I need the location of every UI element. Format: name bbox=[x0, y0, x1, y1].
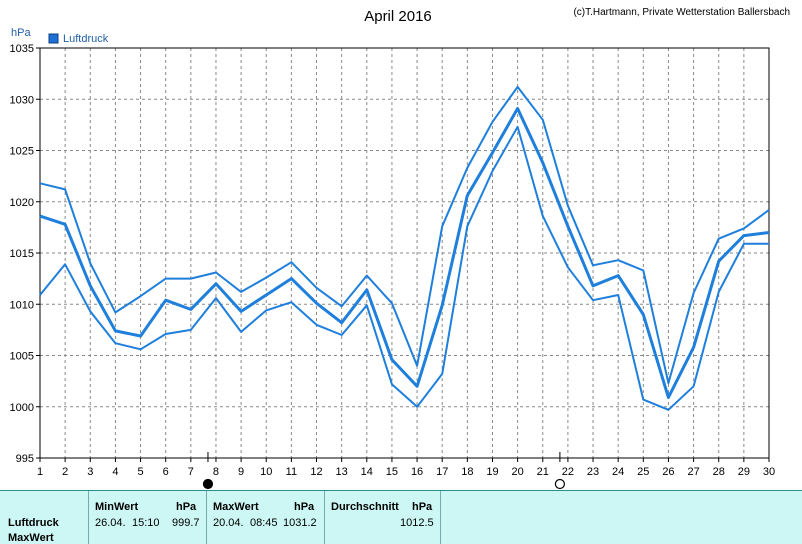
avg-unit: hPa bbox=[412, 501, 433, 513]
series-lines bbox=[39, 85, 770, 411]
series-line-avg bbox=[39, 107, 770, 399]
min-header: MinWert bbox=[95, 501, 139, 513]
x-tick-label: 12 bbox=[310, 466, 322, 478]
y-tick-label: 1020 bbox=[10, 197, 34, 209]
stats-table: MinWert hPa MaxWert hPa Durchschnitt hPa… bbox=[0, 490, 802, 544]
row-label-luftdruck: Luftdruck bbox=[8, 517, 59, 529]
x-tick-label: 13 bbox=[336, 466, 348, 478]
x-tick-label: 5 bbox=[137, 466, 143, 478]
legend-swatch bbox=[48, 33, 59, 44]
new-moon-icon bbox=[554, 478, 565, 490]
x-tick-label: 8 bbox=[213, 466, 219, 478]
x-tick-label: 14 bbox=[361, 466, 373, 478]
min-value: 999.7 bbox=[172, 517, 200, 529]
x-tick-label: 29 bbox=[738, 466, 750, 478]
max-date: 20.04. bbox=[213, 517, 244, 529]
y-tick-label: 1030 bbox=[10, 94, 34, 106]
avg-value: 1012.5 bbox=[400, 517, 434, 529]
chart-title: April 2016 bbox=[364, 8, 432, 25]
max-unit: hPa bbox=[294, 501, 315, 513]
chart: April 2016 (c)T.Hartmann, Private Wetter… bbox=[10, 7, 790, 490]
chart-credit: (c)T.Hartmann, Private Wetterstation Bal… bbox=[573, 7, 790, 18]
x-tick-label: 22 bbox=[562, 466, 574, 478]
x-tick-label: 11 bbox=[286, 466, 297, 478]
x-tick-label: 16 bbox=[411, 466, 423, 478]
x-tick-label: 6 bbox=[163, 466, 169, 478]
max-time: 08:45 bbox=[250, 517, 278, 529]
y-unit-label: hPa bbox=[11, 27, 31, 39]
full-moon-icon bbox=[202, 478, 214, 490]
x-tick-label: 21 bbox=[537, 466, 549, 478]
x-tick-label: 9 bbox=[238, 466, 244, 478]
max-header: MaxWert bbox=[213, 501, 259, 513]
y-tick-label: 1005 bbox=[10, 351, 34, 363]
x-tick-label: 28 bbox=[713, 466, 725, 478]
x-tick-label: 23 bbox=[587, 466, 599, 478]
grid bbox=[40, 48, 769, 458]
max-value: 1031.2 bbox=[283, 517, 317, 529]
x-tick-label: 24 bbox=[612, 466, 624, 478]
x-tick-label: 1 bbox=[37, 466, 43, 478]
x-tick-label: 7 bbox=[188, 466, 194, 478]
y-axis: 995 1000 1005 1010 1015 1020 1025 1030 1035 bbox=[10, 43, 40, 465]
y-tick-label: 1035 bbox=[10, 43, 34, 55]
x-tick-label: 20 bbox=[511, 466, 523, 478]
x-tick-label: 27 bbox=[687, 466, 699, 478]
x-tick-label: 3 bbox=[87, 466, 93, 478]
row-label-maxwert: MaxWert bbox=[8, 532, 54, 544]
min-date: 26.04. bbox=[95, 517, 126, 529]
min-time: 15:10 bbox=[132, 517, 160, 529]
min-unit: hPa bbox=[176, 501, 197, 513]
x-tick-label: 30 bbox=[763, 466, 775, 478]
series-line-min bbox=[39, 125, 769, 411]
x-tick-label: 17 bbox=[436, 466, 448, 478]
y-tick-label: 1010 bbox=[10, 299, 34, 311]
x-tick-label: 10 bbox=[260, 466, 272, 478]
x-axis: 1 2 3 4 5 6 7 8 9 10 11 12 13 14 15 16 17 18 19 20 21 22 23 24 2… bbox=[37, 458, 775, 478]
y-tick-label: 1000 bbox=[10, 402, 34, 414]
x-tick-label: 4 bbox=[112, 466, 118, 478]
y-tick-label: 995 bbox=[16, 453, 34, 465]
moon-markers bbox=[202, 452, 565, 490]
x-tick-label: 15 bbox=[386, 466, 398, 478]
x-tick-label: 2 bbox=[62, 466, 68, 478]
x-tick-label: 19 bbox=[486, 466, 498, 478]
y-tick-label: 1015 bbox=[10, 248, 34, 260]
series-line-max bbox=[39, 85, 770, 385]
avg-header: Durchschnitt bbox=[331, 501, 399, 513]
x-tick-label: 25 bbox=[637, 466, 649, 478]
x-tick-label: 18 bbox=[461, 466, 473, 478]
y-tick-label: 1025 bbox=[10, 146, 34, 158]
legend-label: Luftdruck bbox=[63, 33, 109, 45]
x-tick-label: 26 bbox=[662, 466, 674, 478]
